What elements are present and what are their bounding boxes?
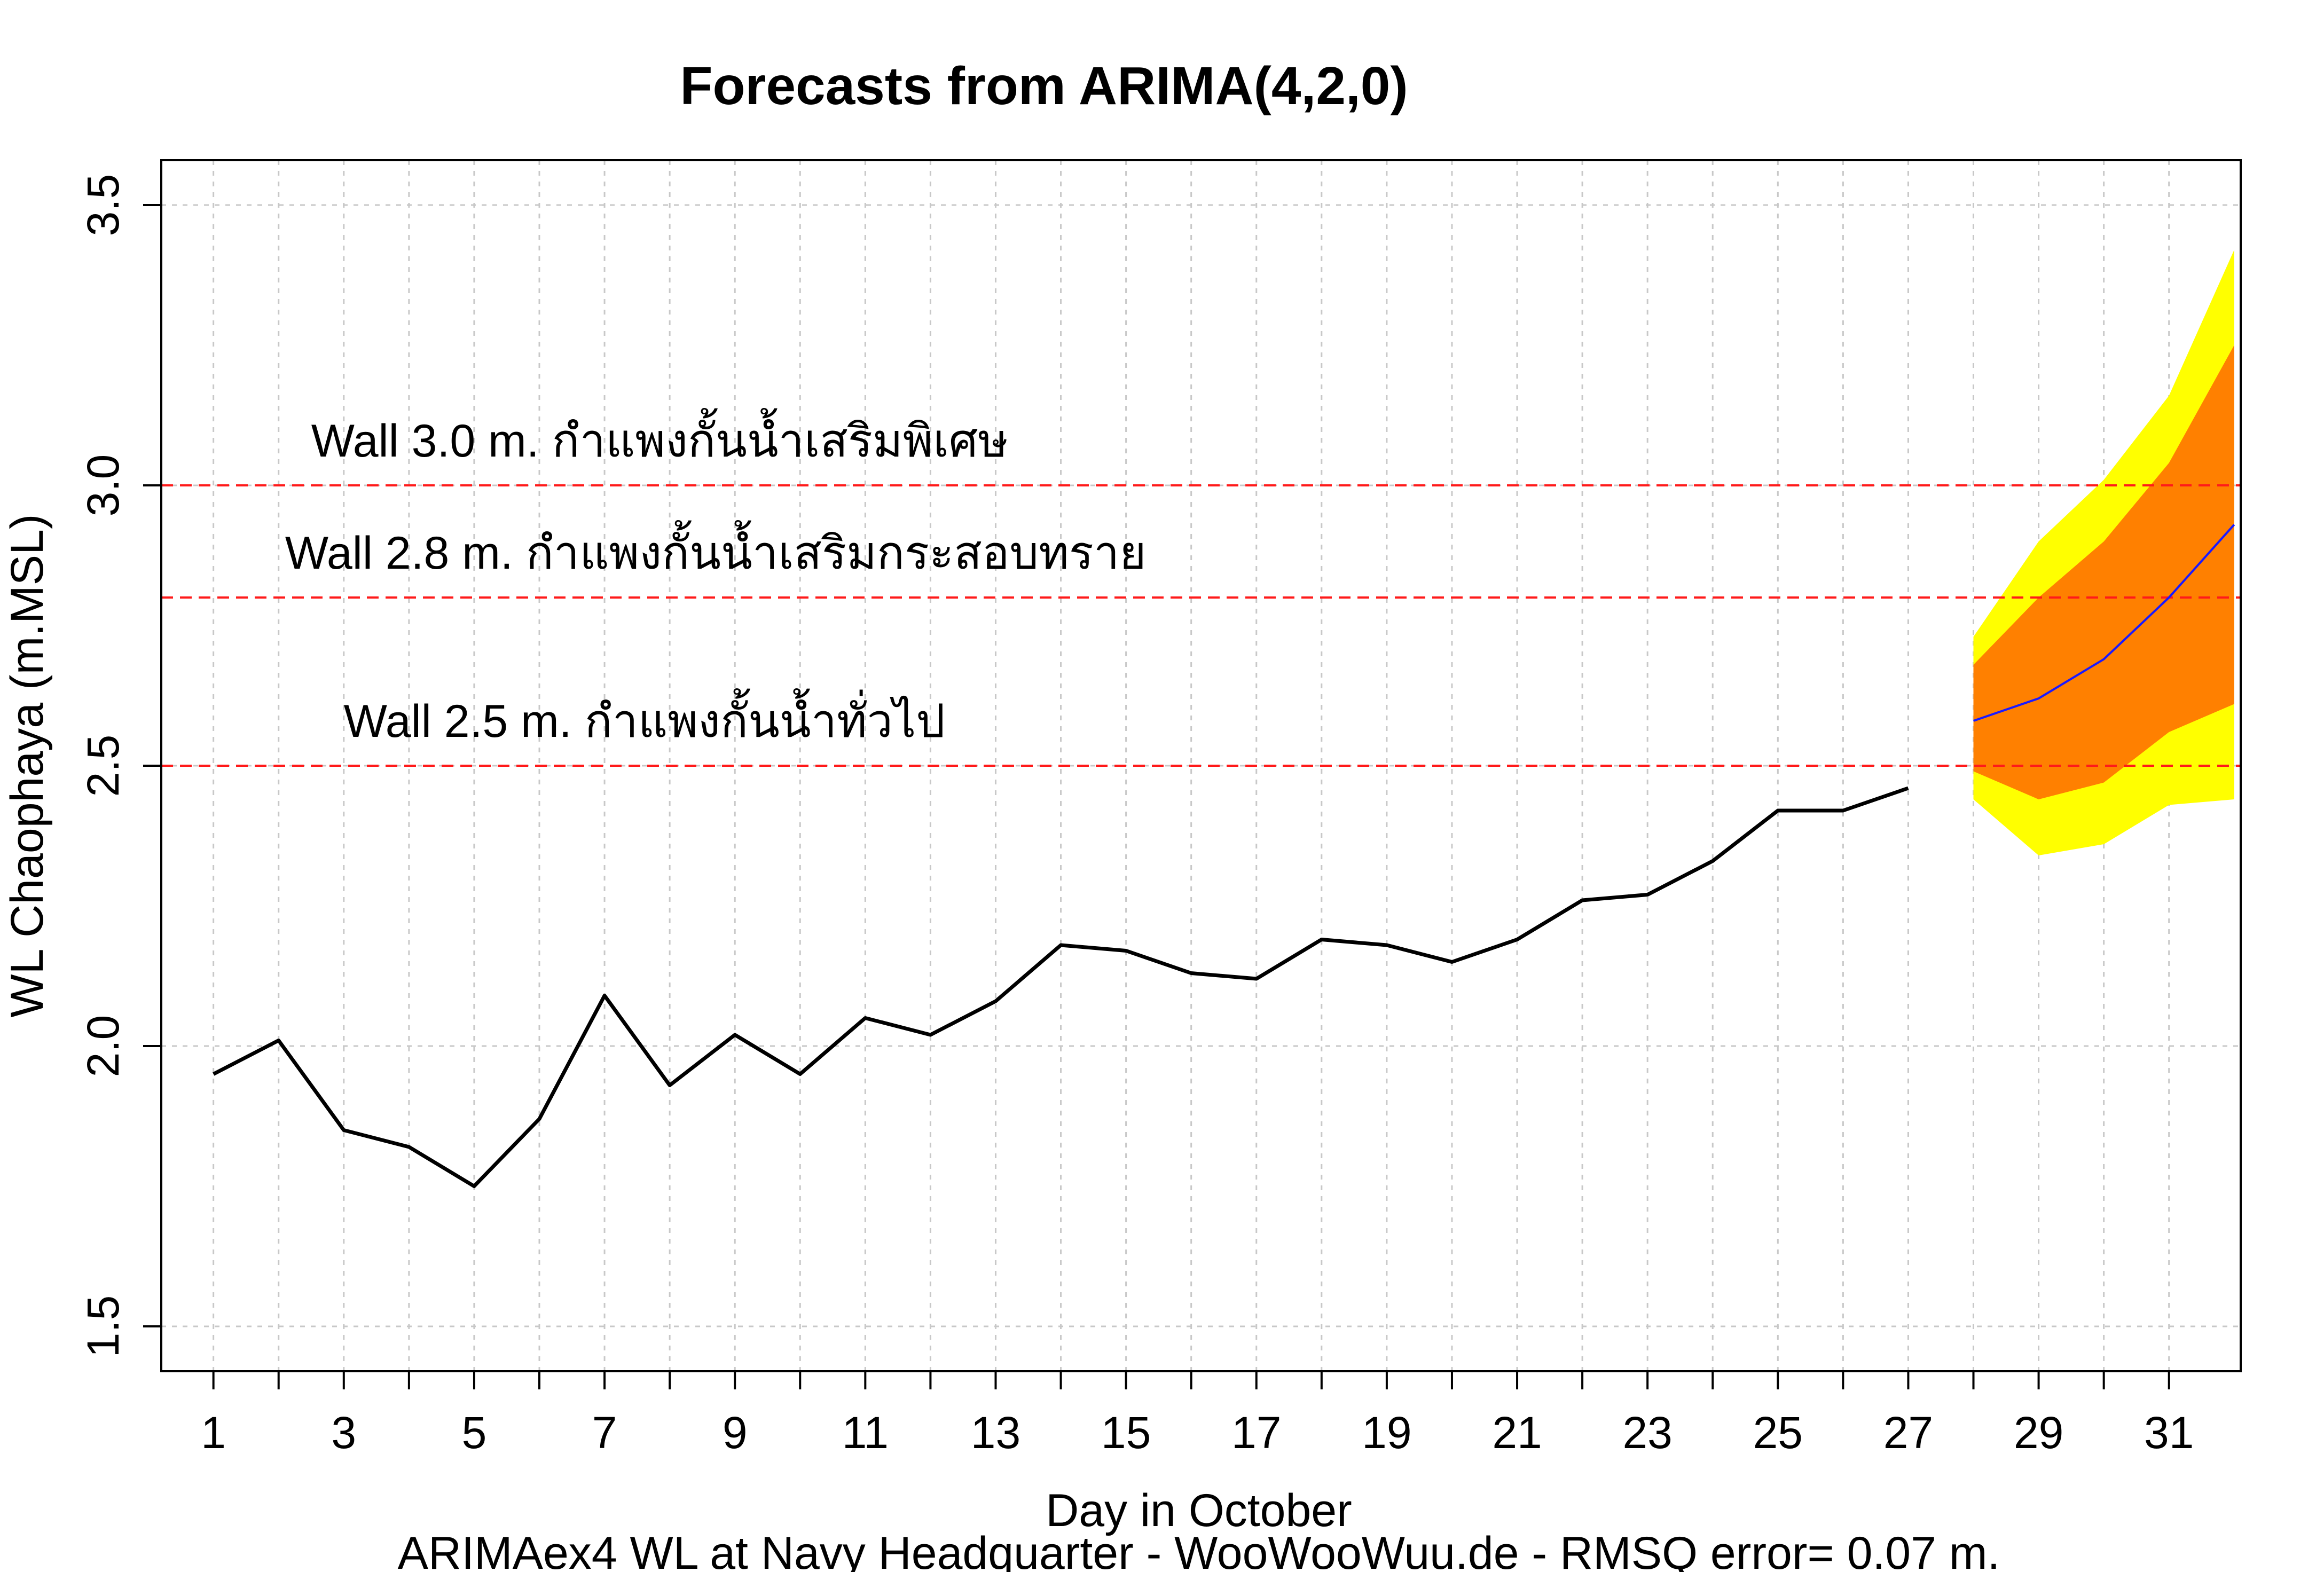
wall-reference-lines: Wall 3.0 m. กำแพงกั้นน้ำเสริมพิเศษ Wall 2…: [161, 408, 2241, 767]
forecast-mean-series: [1973, 524, 2235, 722]
y-tick-label: 2.5: [78, 735, 128, 797]
wall-annotation: Wall 2.5 m. กำแพงกั้นน้ำทั่วไป: [344, 688, 945, 747]
y-tick-label: 3.5: [78, 174, 128, 237]
x-tick-label: 29: [2014, 1408, 2063, 1458]
x-tick-label: 7: [592, 1408, 617, 1458]
footer-caption: ARIMAex4 WL at Navy Headquarter - WooWoo…: [398, 1528, 2000, 1572]
wall-annotation: Wall 3.0 m. กำแพงกั้นน้ำเสริมพิเศษ: [311, 408, 1008, 467]
forecast-mean-line: [1973, 524, 2235, 722]
x-tick-label: 25: [1753, 1408, 1803, 1458]
y-axis: 1.5 2.0 2.5 3.0 3.5: [78, 174, 161, 1358]
x-axis-label: Day in October: [1046, 1485, 1352, 1536]
y-tick-label: 2.0: [78, 1015, 128, 1078]
chart-title: Forecasts from ARIMA(4,2,0): [680, 56, 1408, 116]
observed-series: [213, 786, 1909, 1188]
x-tick-label: 3: [331, 1408, 356, 1458]
y-tick-label: 3.0: [78, 454, 128, 517]
x-tick-label: 31: [2144, 1408, 2194, 1458]
x-tick-label: 11: [842, 1408, 889, 1458]
x-tick-label: 13: [971, 1408, 1020, 1458]
y-axis-label: WL Chaophaya (m.MSL): [2, 514, 53, 1017]
band-80-area: [1973, 345, 2234, 799]
x-tick-label: 19: [1362, 1408, 1411, 1458]
y-tick-label: 1.5: [78, 1295, 128, 1358]
x-tick-label: 1: [201, 1408, 226, 1458]
x-tick-label: 9: [723, 1408, 748, 1458]
x-tick-label: 23: [1622, 1408, 1672, 1458]
x-axis: 1 3 5 7 9 11 13 15 17 19 21 23 25 27 29 31: [201, 1371, 2194, 1458]
x-tick-label: 27: [1883, 1408, 1933, 1458]
x-tick-label: 15: [1101, 1408, 1151, 1458]
observed-line: [213, 786, 1909, 1188]
wall-annotation: Wall 2.8 m. กำแพงกั้นน้ำเสริมกระสอบทราย: [285, 520, 1147, 579]
x-tick-label: 17: [1231, 1408, 1281, 1458]
x-tick-label: 21: [1492, 1408, 1542, 1458]
x-tick-label: 5: [462, 1408, 487, 1458]
forecast-band-80: [1973, 345, 2234, 799]
